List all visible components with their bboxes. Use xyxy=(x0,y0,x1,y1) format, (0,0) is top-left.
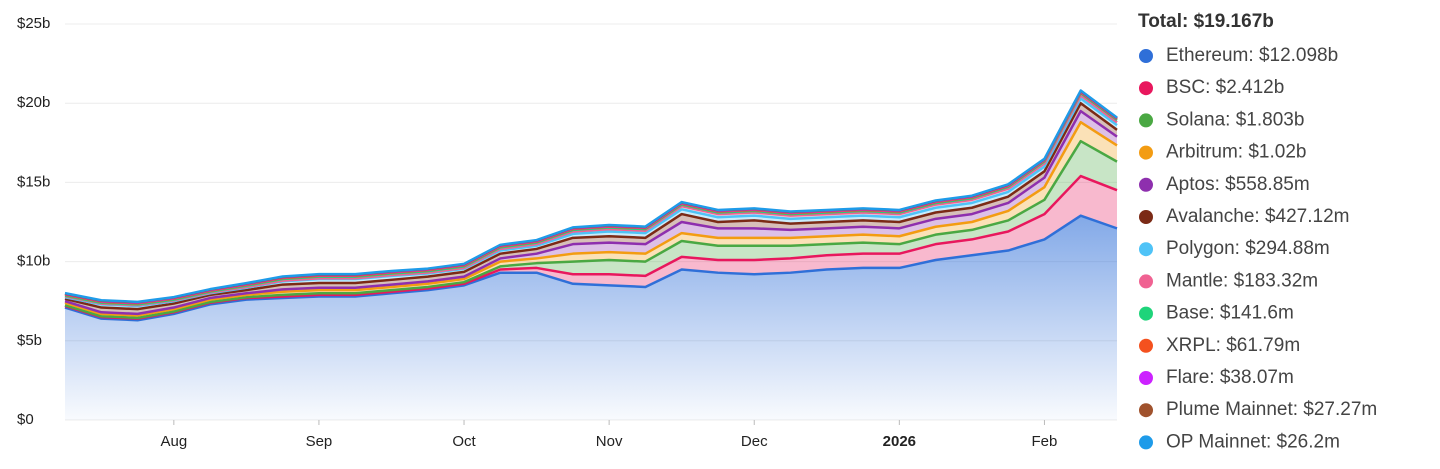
legend-value: $558.85m xyxy=(1225,174,1310,195)
legend-total: Total: $19.167b xyxy=(1138,11,1274,32)
area xyxy=(65,215,1117,420)
line xyxy=(64,214,1118,322)
legend-marker xyxy=(1139,242,1153,257)
legend-marker xyxy=(1139,274,1153,289)
legend-name: Ethereum xyxy=(1166,45,1248,66)
legend-name: Mantle xyxy=(1166,270,1223,291)
legend-marker xyxy=(1139,371,1153,385)
line xyxy=(64,101,1118,311)
legend-separator: : xyxy=(1209,367,1220,388)
legend-marker xyxy=(1139,403,1153,418)
y-tick-label: $25b xyxy=(17,15,50,32)
x-tick-label: Sep xyxy=(306,433,333,450)
legend-separator: : xyxy=(1248,45,1259,66)
legend-separator: : xyxy=(1238,142,1249,163)
x-tick-label: Dec xyxy=(741,433,768,450)
legend-name: Base xyxy=(1166,303,1209,324)
legend-value: $141.6m xyxy=(1220,303,1294,324)
legend-marker xyxy=(1139,338,1153,353)
legend-entry: Flare: $38.07m xyxy=(1166,367,1294,388)
legend-entry: XRPL: $61.79m xyxy=(1166,335,1300,356)
axes: $0 $5b $10b $15b $20b $25b Aug Sep Oct Nov Dec 2026… xyxy=(17,15,1057,450)
legend-marker xyxy=(1139,145,1153,160)
legend-separator: : xyxy=(1205,77,1216,98)
legend-entry: Polygon: $294.88m xyxy=(1166,238,1330,259)
legend-marker xyxy=(1139,81,1153,96)
y-tick-label: $5b xyxy=(17,332,42,349)
legend-value: $12.098b xyxy=(1259,45,1338,66)
legend-entry: Plume Mainnet: $27.27m xyxy=(1166,399,1377,420)
legend-name: Flare xyxy=(1166,367,1209,388)
line xyxy=(64,89,1118,304)
legend-separator: : xyxy=(1293,399,1304,420)
legend-entry: Aptos: $558.85m xyxy=(1166,174,1310,195)
x-tick-label: Feb xyxy=(1032,433,1058,450)
x-tick-label: 2026 xyxy=(883,433,916,450)
legend-entry: Mantle: $183.32m xyxy=(1166,270,1318,291)
y-tick-label: $0 xyxy=(17,411,34,428)
legend-entry: Solana: $1.803b xyxy=(1166,109,1304,130)
legend-marker xyxy=(1139,49,1153,63)
legend-value: $61.79m xyxy=(1226,335,1300,356)
legend-value: $1.803b xyxy=(1236,109,1305,130)
legend-separator: : xyxy=(1254,206,1265,227)
legend-marker xyxy=(1139,435,1153,450)
legend-name: Polygon xyxy=(1166,238,1235,259)
legend-name: XRPL xyxy=(1166,335,1216,356)
legend-name: Aptos xyxy=(1166,174,1215,195)
legend: Total: $19.167b Ethereum: $12.098b BSC: $… xyxy=(1138,11,1377,452)
legend-entry: Ethereum: $12.098b xyxy=(1166,45,1338,66)
legend-separator: : xyxy=(1209,303,1220,324)
legend-separator: : xyxy=(1223,270,1234,291)
legend-marker xyxy=(1139,177,1153,192)
legend-separator: : xyxy=(1216,335,1227,356)
y-tick-label: $10b xyxy=(17,253,50,270)
legend-value: $27.27m xyxy=(1303,399,1377,420)
legend-name: BSC xyxy=(1166,77,1205,98)
x-tick-label: Nov xyxy=(596,433,623,450)
legend-value: $1.02b xyxy=(1248,142,1306,163)
legend-value: $294.88m xyxy=(1245,238,1330,259)
legend-separator: : xyxy=(1225,109,1236,130)
legend-value: $2.412b xyxy=(1216,77,1285,98)
legend-value: $427.12m xyxy=(1265,206,1350,227)
y-tick-label: $15b xyxy=(17,173,50,190)
legend-name: Plume Mainnet xyxy=(1166,399,1293,420)
line xyxy=(64,139,1118,320)
legend-name: Solana xyxy=(1166,109,1226,130)
legend-entry: Base: $141.6m xyxy=(1166,303,1294,324)
legend-name: OP Mainnet xyxy=(1166,431,1267,452)
legend-value: $38.07m xyxy=(1220,367,1294,388)
legend-entry: OP Mainnet: $26.2m xyxy=(1166,431,1340,452)
legend-marker xyxy=(1139,306,1153,321)
legend-separator: : xyxy=(1215,174,1226,195)
line xyxy=(64,120,1118,317)
legend-name: Avalanche xyxy=(1166,206,1254,227)
legend-entry: Avalanche: $427.12m xyxy=(1166,206,1349,227)
legend-separator: : xyxy=(1235,238,1246,259)
legend-value: $183.32m xyxy=(1234,270,1319,291)
legend-separator: : xyxy=(1266,431,1277,452)
line xyxy=(64,109,1118,316)
y-tick-label: $20b xyxy=(17,94,50,111)
legend-marker xyxy=(1139,210,1153,224)
plot xyxy=(64,89,1118,420)
legend-marker xyxy=(1139,113,1153,128)
legend-entry: Arbitrum: $1.02b xyxy=(1166,142,1306,163)
legend-name: Arbitrum xyxy=(1166,142,1238,163)
x-tick-label: Oct xyxy=(452,433,476,450)
legend-entry: BSC: $2.412b xyxy=(1166,77,1284,98)
x-tick-label: Aug xyxy=(160,433,187,450)
legend-value: $26.2m xyxy=(1277,431,1340,452)
